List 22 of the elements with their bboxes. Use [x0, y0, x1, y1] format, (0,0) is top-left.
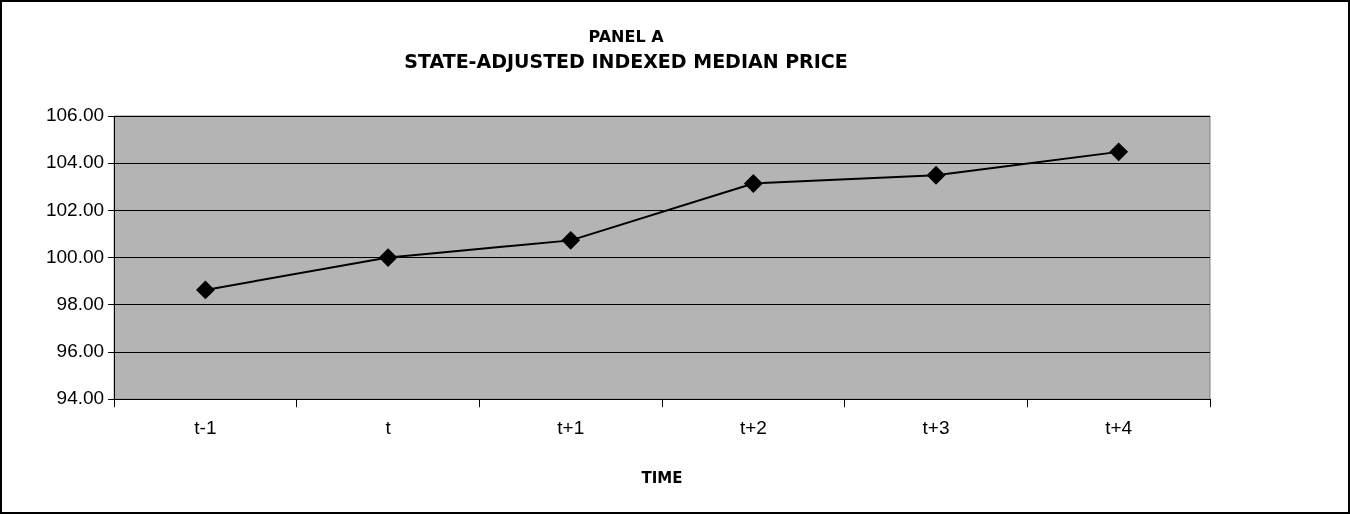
- y-tick-label: 106.00: [45, 104, 105, 126]
- x-tick-label: t+3: [922, 416, 950, 438]
- x-tick-label: t+1: [557, 416, 585, 438]
- y-tick-label: 100.00: [45, 245, 105, 267]
- point: [196, 280, 215, 299]
- x-tick-label: t+4: [1105, 416, 1133, 438]
- y-tick-label: 96.00: [56, 340, 105, 362]
- x-tick-label: t: [385, 416, 392, 438]
- x-tick-label: t-1: [194, 416, 217, 438]
- point: [927, 166, 946, 185]
- point: [561, 231, 580, 250]
- x-tick-label: t+2: [739, 416, 767, 438]
- chart-subtitle: STATE-ADJUSTED INDEXED MEDIAN PRICE: [404, 49, 848, 72]
- point: [744, 174, 763, 193]
- y-tick-label: 98.00: [56, 293, 105, 315]
- y-tick-label: 102.00: [45, 198, 105, 220]
- y-tick-label: 94.00: [56, 387, 105, 409]
- point: [1109, 142, 1128, 161]
- point: [379, 248, 398, 267]
- chart-title: PANEL A: [588, 26, 665, 46]
- y-tick-label: 104.00: [45, 151, 105, 173]
- x-axis-title: TIME: [641, 468, 683, 487]
